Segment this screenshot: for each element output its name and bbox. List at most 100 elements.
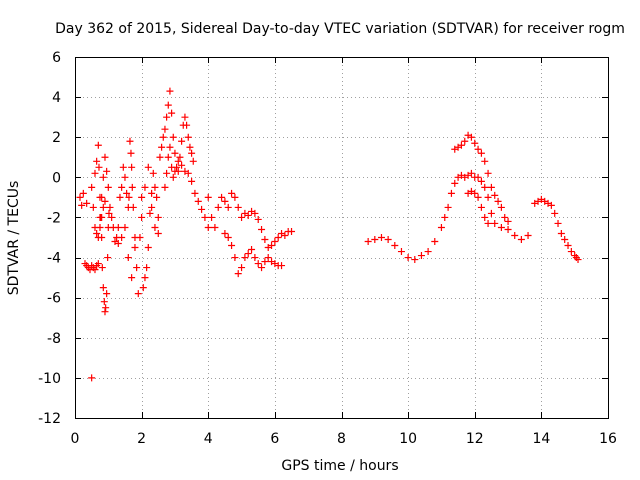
data-point bbox=[91, 266, 99, 274]
data-point bbox=[163, 113, 171, 121]
data-point bbox=[497, 223, 505, 231]
data-point bbox=[101, 153, 109, 161]
data-point bbox=[444, 203, 452, 211]
data-point bbox=[148, 203, 156, 211]
data-point bbox=[100, 298, 108, 306]
data-point bbox=[551, 209, 559, 217]
axis-ticks: 0 2 4 6 8 10 12 14 16 -12 -10 -8 -6 -4 -2 0 2 4 6 bbox=[38, 50, 617, 447]
data-point bbox=[198, 205, 206, 213]
data-point bbox=[148, 189, 156, 197]
y-axis-label: SDTVAR / TECUs bbox=[6, 181, 22, 296]
data-point bbox=[103, 167, 111, 175]
data-point bbox=[93, 229, 101, 237]
data-point bbox=[123, 189, 131, 197]
data-point bbox=[228, 189, 236, 197]
data-point bbox=[391, 242, 399, 250]
data-point bbox=[126, 137, 134, 145]
data-point bbox=[221, 229, 229, 237]
x-tick-label: 14 bbox=[532, 431, 550, 447]
data-point bbox=[204, 193, 212, 201]
y-tick-label: -10 bbox=[38, 371, 61, 387]
data-point bbox=[164, 153, 172, 161]
data-point bbox=[231, 193, 239, 201]
data-point bbox=[166, 87, 174, 95]
data-point bbox=[481, 213, 489, 221]
data-point bbox=[494, 197, 502, 205]
data-point bbox=[211, 223, 219, 231]
data-point bbox=[95, 163, 103, 171]
data-point bbox=[141, 274, 149, 282]
data-point bbox=[504, 225, 512, 233]
data-point bbox=[103, 290, 111, 298]
data-point bbox=[161, 125, 169, 133]
data-point bbox=[437, 223, 445, 231]
data-point bbox=[171, 167, 179, 175]
data-point bbox=[83, 199, 91, 207]
data-point bbox=[477, 177, 485, 185]
data-point bbox=[487, 209, 495, 217]
data-point bbox=[258, 225, 266, 233]
data-point bbox=[134, 290, 142, 298]
data-point bbox=[94, 234, 102, 241]
data-point bbox=[121, 223, 129, 231]
x-tick-label: 6 bbox=[270, 431, 279, 447]
data-point bbox=[96, 223, 104, 231]
data-point bbox=[94, 260, 102, 268]
data-point bbox=[487, 183, 495, 191]
data-point bbox=[151, 183, 159, 191]
data-point bbox=[201, 213, 209, 221]
data-point bbox=[101, 308, 109, 316]
data-point bbox=[183, 121, 191, 129]
data-point bbox=[153, 193, 161, 201]
data-point bbox=[561, 236, 569, 244]
data-point bbox=[281, 231, 289, 239]
data-point bbox=[574, 256, 582, 264]
data-point bbox=[138, 213, 146, 221]
data-point bbox=[441, 213, 449, 221]
data-point bbox=[417, 252, 425, 260]
data-point bbox=[238, 213, 246, 221]
data-point bbox=[164, 101, 172, 109]
data-point bbox=[138, 193, 146, 201]
data-point bbox=[169, 133, 177, 141]
data-point bbox=[497, 203, 505, 211]
data-point bbox=[144, 244, 152, 252]
data-point bbox=[129, 203, 137, 211]
x-tick-label: 16 bbox=[599, 431, 617, 447]
data-point bbox=[251, 209, 259, 217]
data-point bbox=[491, 191, 499, 199]
data-point bbox=[139, 284, 147, 292]
data-point bbox=[184, 169, 192, 177]
data-point bbox=[144, 163, 152, 171]
data-point bbox=[218, 193, 226, 201]
data-point bbox=[184, 133, 192, 141]
data-point bbox=[104, 254, 112, 262]
data-point bbox=[477, 149, 485, 157]
data-point bbox=[397, 248, 405, 256]
x-tick-label: 8 bbox=[337, 431, 346, 447]
data-point bbox=[204, 223, 212, 231]
data-point bbox=[224, 234, 232, 241]
x-axis-label: GPS time / hours bbox=[281, 458, 398, 474]
y-tick-label: 6 bbox=[52, 50, 61, 66]
data-point bbox=[78, 201, 86, 209]
data-point bbox=[104, 183, 112, 191]
data-point bbox=[146, 209, 154, 217]
data-point bbox=[169, 173, 177, 181]
data-point bbox=[163, 169, 171, 177]
data-point bbox=[156, 153, 164, 161]
data-point bbox=[431, 238, 439, 246]
data-point bbox=[557, 229, 565, 237]
data-point bbox=[471, 189, 479, 197]
data-point bbox=[411, 256, 419, 264]
data-point bbox=[128, 274, 136, 282]
data-point bbox=[547, 201, 555, 209]
data-point bbox=[467, 169, 475, 177]
data-points bbox=[76, 87, 582, 382]
data-point bbox=[447, 189, 455, 197]
data-point bbox=[128, 163, 136, 171]
data-point bbox=[186, 143, 194, 151]
data-point bbox=[108, 213, 116, 221]
data-point bbox=[371, 236, 379, 244]
